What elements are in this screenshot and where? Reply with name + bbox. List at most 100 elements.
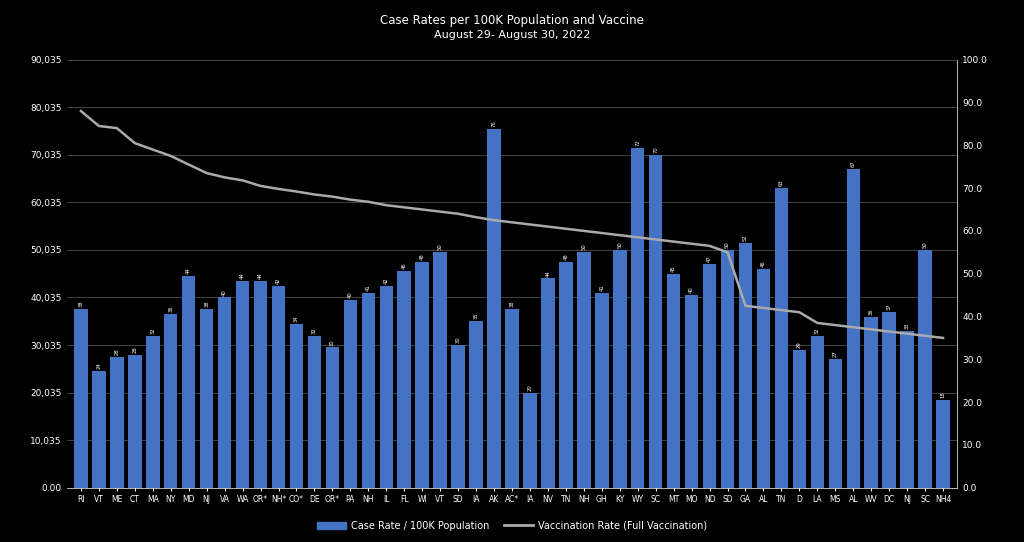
Text: August 29- August 30, 2022: August 29- August 30, 2022 xyxy=(434,30,590,40)
Text: 48: 48 xyxy=(563,253,568,260)
Bar xyxy=(721,250,734,488)
Bar xyxy=(649,155,663,488)
Bar xyxy=(290,324,303,488)
Text: 44: 44 xyxy=(546,270,551,276)
Text: 72: 72 xyxy=(635,139,640,146)
Bar xyxy=(595,293,608,488)
Text: 44: 44 xyxy=(258,272,263,279)
Text: 52: 52 xyxy=(743,234,748,241)
Text: 40: 40 xyxy=(222,289,227,295)
Bar xyxy=(452,345,465,488)
Text: 38: 38 xyxy=(510,301,514,307)
Bar xyxy=(757,269,770,488)
Bar xyxy=(361,293,375,488)
Text: 41: 41 xyxy=(599,284,604,291)
Text: 47: 47 xyxy=(708,255,712,262)
Bar xyxy=(578,253,591,488)
Bar xyxy=(397,272,411,488)
Bar xyxy=(164,314,177,488)
Bar xyxy=(523,392,537,488)
Text: 20: 20 xyxy=(527,384,532,391)
Text: 63: 63 xyxy=(779,179,784,186)
Text: 32: 32 xyxy=(815,327,820,334)
Text: 46: 46 xyxy=(401,263,407,269)
Bar xyxy=(828,359,842,488)
Text: 37: 37 xyxy=(887,303,892,310)
Text: 28: 28 xyxy=(132,346,137,353)
Text: 24: 24 xyxy=(96,363,101,369)
Bar xyxy=(433,253,446,488)
Bar xyxy=(307,335,322,488)
Text: 44: 44 xyxy=(240,272,245,279)
Text: 42: 42 xyxy=(276,277,281,283)
Bar xyxy=(936,400,950,488)
Bar xyxy=(236,281,249,488)
Bar xyxy=(631,147,644,488)
Bar xyxy=(146,335,160,488)
Bar xyxy=(111,357,124,488)
Bar xyxy=(380,286,393,488)
Text: 50: 50 xyxy=(582,244,587,250)
Text: 30: 30 xyxy=(330,339,335,346)
Text: 50: 50 xyxy=(617,241,623,248)
Text: 41: 41 xyxy=(366,284,371,291)
Text: 50: 50 xyxy=(725,241,730,248)
Bar xyxy=(542,279,555,488)
Bar xyxy=(811,335,824,488)
Bar xyxy=(469,321,482,488)
Bar xyxy=(559,262,572,488)
Bar xyxy=(919,250,932,488)
Text: 38: 38 xyxy=(79,301,83,307)
Text: 76: 76 xyxy=(492,120,497,127)
Bar xyxy=(702,264,717,488)
Text: 38: 38 xyxy=(204,301,209,307)
Bar xyxy=(487,128,501,488)
Bar xyxy=(775,188,788,488)
Bar xyxy=(864,317,878,488)
Bar xyxy=(92,371,105,488)
Bar xyxy=(128,354,141,488)
Bar xyxy=(793,350,806,488)
Text: 32: 32 xyxy=(312,327,316,334)
Text: 36: 36 xyxy=(168,306,173,312)
Bar xyxy=(613,250,627,488)
Bar xyxy=(847,169,860,488)
Bar xyxy=(416,262,429,488)
Bar xyxy=(182,276,196,488)
Bar xyxy=(74,309,88,488)
Text: 34: 34 xyxy=(294,315,299,322)
Text: 40: 40 xyxy=(348,291,353,298)
Bar xyxy=(685,295,698,488)
Legend: Case Rate / 100K Population, Vaccination Rate (Full Vaccination): Case Rate / 100K Population, Vaccination… xyxy=(313,517,711,534)
Bar xyxy=(900,331,913,488)
Text: 33: 33 xyxy=(904,322,909,329)
Text: 45: 45 xyxy=(671,265,676,272)
Text: 44: 44 xyxy=(186,267,191,274)
Text: 42: 42 xyxy=(384,277,389,283)
Bar xyxy=(667,274,680,488)
Bar xyxy=(271,286,286,488)
Text: 50: 50 xyxy=(437,244,442,250)
Text: 30: 30 xyxy=(456,337,461,343)
Bar xyxy=(200,309,213,488)
Text: 46: 46 xyxy=(761,260,766,267)
Text: 29: 29 xyxy=(797,341,802,348)
Bar xyxy=(505,309,519,488)
Text: 70: 70 xyxy=(653,146,658,153)
Text: 27: 27 xyxy=(833,351,838,357)
Bar xyxy=(883,312,896,488)
Text: 40: 40 xyxy=(689,287,694,293)
Bar xyxy=(344,300,357,488)
Bar xyxy=(254,281,267,488)
Text: 35: 35 xyxy=(473,313,478,319)
Bar xyxy=(218,298,231,488)
Text: 50: 50 xyxy=(923,241,928,248)
Text: 48: 48 xyxy=(420,253,425,260)
Bar xyxy=(738,243,753,488)
Text: 28: 28 xyxy=(115,349,120,355)
Text: 32: 32 xyxy=(151,327,156,334)
Text: 18: 18 xyxy=(941,391,945,398)
Text: Case Rates per 100K Population and Vaccine: Case Rates per 100K Population and Vacci… xyxy=(380,14,644,27)
Bar xyxy=(326,347,339,488)
Text: 67: 67 xyxy=(851,160,856,167)
